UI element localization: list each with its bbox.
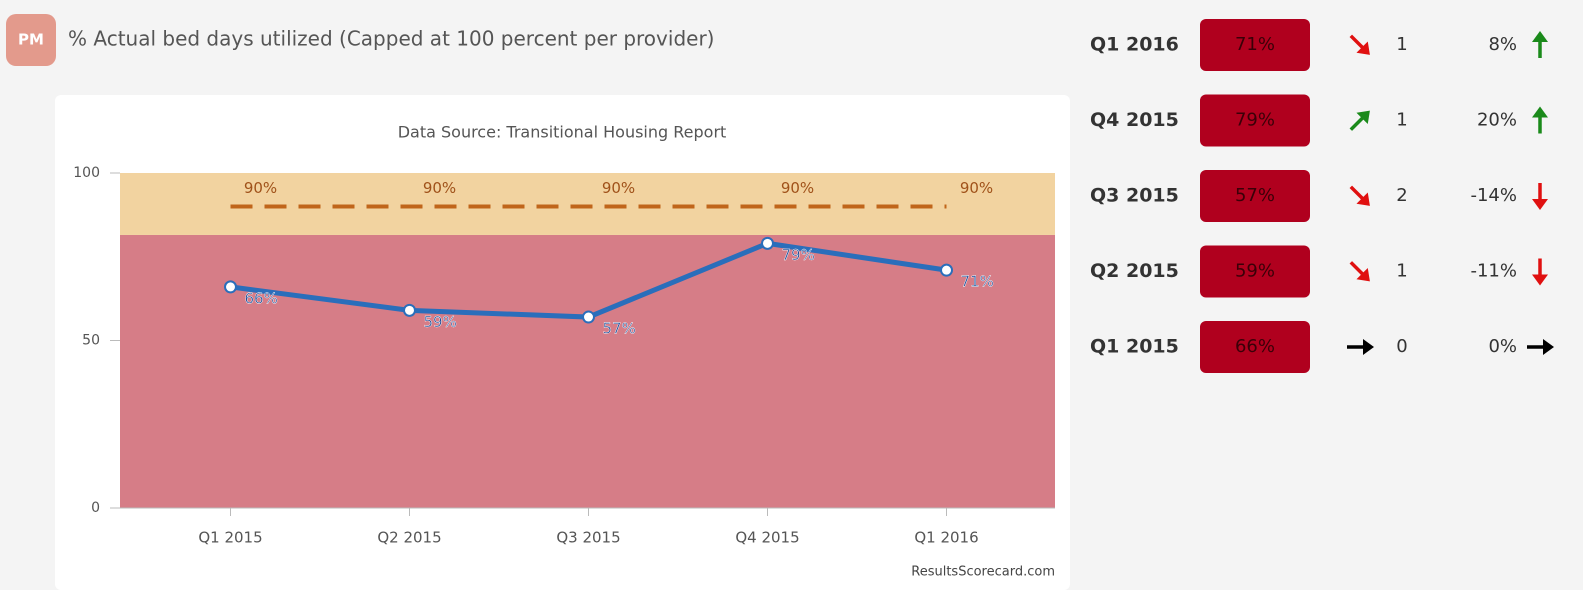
change: 1: [1396, 261, 1407, 282]
value: 59%: [1235, 261, 1275, 282]
arrow-head: [1356, 192, 1370, 206]
arrow-head: [1363, 339, 1374, 355]
target-label: 90%: [244, 179, 277, 197]
y-tick-label: 100: [73, 165, 100, 181]
arrow-icon: [1349, 110, 1370, 131]
value-box: [1200, 94, 1310, 147]
percent: -14%: [1470, 185, 1517, 206]
change: 1: [1396, 110, 1407, 131]
data-point: [403, 303, 416, 317]
change: 1: [1396, 34, 1407, 55]
value-box: [1200, 19, 1310, 71]
data-label: 66%: [245, 289, 278, 307]
y-tick-label: 0: [91, 500, 100, 516]
arrow-icon: [1349, 185, 1370, 206]
credit: ResultsScorecard.com: [911, 565, 1055, 580]
arrow-icon: [1532, 258, 1548, 286]
arrow-icon: [1532, 106, 1548, 134]
change: 0: [1396, 336, 1407, 357]
arrow-icon: [1532, 183, 1548, 210]
data-label: 59%: [424, 313, 457, 331]
x-tick-label: Q1 2016: [914, 529, 978, 547]
arrow-head: [1532, 274, 1548, 286]
value-box: [1200, 170, 1310, 222]
x-tick-label: Q1 2015: [198, 529, 262, 547]
arrow-icon: [1347, 339, 1374, 355]
value: 66%: [1235, 336, 1275, 357]
target-label: 90%: [423, 179, 456, 197]
period: Q1 2015: [1090, 336, 1179, 358]
badge: [6, 14, 56, 66]
x-tick-label: Q3 2015: [556, 529, 620, 547]
value-box: [1200, 245, 1310, 298]
data-point: [582, 310, 595, 324]
percent: -11%: [1470, 261, 1517, 282]
data-point: [940, 263, 953, 277]
x-tick-label: Q2 2015: [377, 529, 441, 547]
widget-title: % Actual bed days utilized (Capped at 10…: [68, 27, 714, 51]
value: 57%: [1235, 185, 1275, 206]
data-label: 79%: [782, 246, 815, 264]
value: 79%: [1235, 110, 1275, 131]
arrow-head: [1543, 339, 1554, 355]
arrow-head: [1532, 106, 1548, 118]
band: [120, 234, 1055, 508]
target-label: 90%: [602, 179, 635, 197]
arrow-icon: [1532, 31, 1548, 58]
value: 71%: [1235, 34, 1275, 55]
target-label: 90%: [781, 179, 814, 197]
band: [120, 173, 1055, 235]
arrow-head: [1356, 41, 1370, 55]
percent: 0%: [1488, 336, 1517, 357]
percent: 20%: [1477, 110, 1517, 131]
change: 2: [1396, 185, 1407, 206]
period: Q1 2016: [1090, 34, 1179, 56]
arrow-head: [1356, 110, 1370, 125]
data-label: 71%: [961, 273, 994, 291]
arrow-icon: [1527, 339, 1554, 355]
y-tick-label: 50: [82, 333, 100, 349]
arrow-head: [1532, 31, 1548, 42]
period: Q3 2015: [1090, 185, 1179, 207]
arrow-head: [1532, 199, 1548, 210]
data-point: [761, 236, 774, 250]
arrow-icon: [1349, 261, 1370, 282]
data-label: 57%: [603, 320, 636, 338]
badge-text: PM: [18, 31, 44, 49]
data-point: [224, 280, 237, 294]
target-label: 90%: [960, 179, 993, 197]
period: Q4 2015: [1090, 109, 1179, 131]
chart-subtitle: Data Source: Transitional Housing Report: [398, 123, 727, 142]
arrow-icon: [1349, 34, 1370, 55]
x-tick-label: Q4 2015: [735, 529, 799, 547]
percent: 8%: [1488, 34, 1517, 55]
arrow-head: [1356, 267, 1370, 282]
value-box: [1200, 321, 1310, 373]
period: Q2 2015: [1090, 260, 1179, 282]
